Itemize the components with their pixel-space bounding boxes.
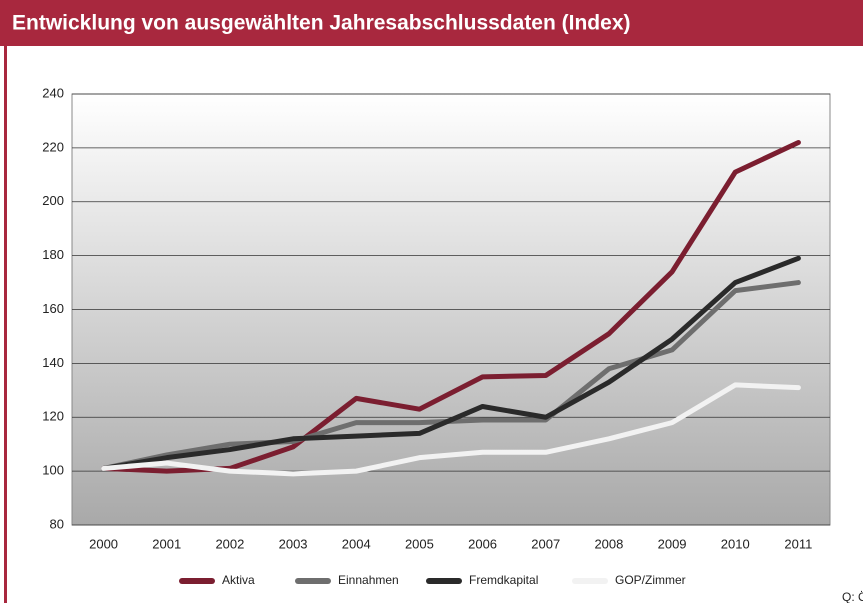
y-tick-label: 240 (42, 85, 64, 100)
legend-label: GOP/Zimmer (615, 573, 686, 587)
title-bar (0, 0, 863, 46)
x-tick-label: 2005 (405, 536, 434, 551)
x-tick-label: 2006 (468, 536, 497, 551)
legend-label: Aktiva (222, 573, 255, 587)
left-border (4, 46, 7, 603)
source: Q: ÖHT (842, 590, 863, 603)
x-tick-label: 2010 (721, 536, 750, 551)
x-tick-label: 2002 (215, 536, 244, 551)
y-tick-label: 180 (42, 247, 64, 262)
chart-title: Entwicklung von ausgewählten Jahresabsch… (12, 12, 631, 35)
y-tick-label: 80 (50, 516, 64, 531)
legend-label: Einnahmen (338, 573, 399, 587)
y-tick-label: 100 (42, 463, 64, 478)
y-tick-label: 220 (42, 139, 64, 154)
series-line (101, 255, 801, 471)
x-tick-label: 2008 (594, 536, 623, 551)
x-tick-label: 2007 (531, 536, 560, 551)
y-tick-label: 120 (42, 409, 64, 424)
x-tick-label: 2003 (279, 536, 308, 551)
x-tick-label: 2001 (152, 536, 181, 551)
legend-label: Fremdkapital (469, 573, 538, 587)
series-line (101, 382, 801, 477)
y-tick-label: 160 (42, 301, 64, 316)
x-tick-label: 2000 (89, 536, 118, 551)
y-tick-label: 140 (42, 355, 64, 370)
x-tick-label: 2004 (342, 536, 371, 551)
x-tick-label: 2009 (658, 536, 687, 551)
y-tick-label: 200 (42, 193, 64, 208)
x-tick-label: 2011 (784, 536, 812, 551)
